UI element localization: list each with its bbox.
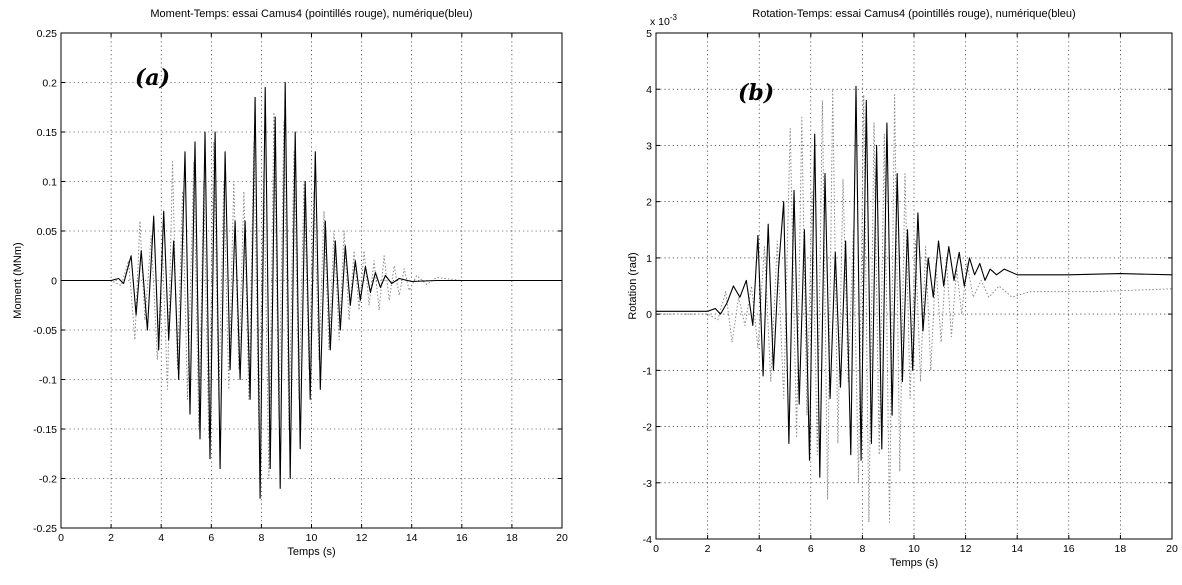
y-axis-label-b: Rotation (rad) bbox=[627, 252, 639, 319]
chart-moment-temps: 0 2 4 6 8 10 12 14 16 18 20 -0.25 -0.2 -0.15 -0.1 -0.05… bbox=[12, 8, 568, 558]
y-axis-multiplier: x 10-3 bbox=[650, 13, 678, 28]
x-tick-label-a: 0 bbox=[58, 532, 64, 544]
y-tick-label-b: -4 bbox=[643, 534, 652, 546]
x-tick-label-a: 8 bbox=[258, 532, 264, 544]
y-tick-label-a: 0.25 bbox=[37, 28, 58, 40]
series-line-numerical-b bbox=[656, 85, 1173, 478]
x-tick-label-b: 16 bbox=[1063, 543, 1075, 555]
x-tick-label-b: 12 bbox=[960, 543, 972, 555]
y-tick-label-a: -0.15 bbox=[33, 424, 57, 436]
grid-a bbox=[61, 33, 562, 528]
x-tick-label-b: 10 bbox=[908, 543, 920, 555]
y-tick-label-b: 1 bbox=[646, 253, 652, 265]
chart-title-a: Moment-Temps: essai Camus4 (pointillés r… bbox=[150, 8, 472, 20]
x-tick-label-a: 2 bbox=[108, 532, 114, 544]
x-axis-label-a: Temps (s) bbox=[287, 546, 335, 558]
y-tick-label-a: 0.2 bbox=[42, 78, 57, 90]
x-tick-label-a: 4 bbox=[158, 532, 164, 544]
x-tick-label-a: 16 bbox=[456, 532, 468, 544]
x-tick-label-b: 8 bbox=[859, 543, 865, 555]
panel-tag-a: (a) bbox=[135, 65, 170, 91]
y-axis-multiplier-base: x 10 bbox=[650, 16, 670, 28]
y-tick-label-b: 3 bbox=[646, 140, 652, 152]
panel-tag-b: (b) bbox=[738, 80, 774, 106]
x-tick-label-b: 2 bbox=[705, 543, 711, 555]
x-axis-label-b: Temps (s) bbox=[890, 557, 938, 569]
y-tick-label-a: 0.05 bbox=[37, 226, 58, 238]
y-tick-label-a: -0.1 bbox=[39, 375, 57, 387]
x-tick-label-b: 14 bbox=[1011, 543, 1023, 555]
x-tick-label-b: 4 bbox=[756, 543, 762, 555]
y-tick-label-a: 0 bbox=[51, 276, 57, 288]
x-tick-label-b: 18 bbox=[1115, 543, 1127, 555]
y-tick-label-a: -0.2 bbox=[39, 474, 57, 486]
y-tick-label-b: -3 bbox=[643, 478, 652, 490]
ticks-a: 0 2 4 6 8 10 12 14 16 18 20 -0.25 -0.2 -0.15 -0.1 -0.05… bbox=[33, 28, 568, 544]
y-tick-label-a: 0.1 bbox=[42, 177, 57, 189]
series-layer-b bbox=[656, 85, 1173, 523]
x-tick-label-a: 6 bbox=[208, 532, 214, 544]
y-tick-label-a: -0.25 bbox=[33, 523, 57, 535]
y-tick-label-b: 2 bbox=[646, 197, 652, 209]
chart-title-b: Rotation-Temps: essai Camus4 (pointillés… bbox=[752, 8, 1075, 20]
x-tick-label-a: 10 bbox=[306, 532, 318, 544]
x-tick-label-a: 14 bbox=[406, 532, 418, 544]
y-tick-label-a: -0.05 bbox=[33, 325, 57, 337]
x-tick-label-a: 20 bbox=[556, 532, 568, 544]
series-line-experimental-a bbox=[61, 111, 562, 479]
x-tick-label-a: 18 bbox=[506, 532, 518, 544]
y-tick-label-a: 0.15 bbox=[37, 127, 58, 139]
y-tick-label-b: 0 bbox=[646, 309, 652, 321]
y-tick-label-b: 4 bbox=[646, 84, 652, 96]
y-tick-label-b: -2 bbox=[643, 422, 652, 434]
x-tick-label-a: 12 bbox=[356, 532, 368, 544]
x-tick-label-b: 0 bbox=[653, 543, 659, 555]
series-line-numerical-a bbox=[61, 81, 562, 499]
y-tick-label-b: 5 bbox=[646, 28, 652, 40]
y-axis-multiplier-exponent: -3 bbox=[670, 13, 678, 22]
series-layer-a bbox=[61, 81, 562, 499]
grid-b bbox=[656, 33, 1172, 539]
y-axis-label-a: Moment (MNm) bbox=[12, 242, 24, 318]
x-tick-label-b: 20 bbox=[1166, 543, 1178, 555]
y-tick-label-b: -1 bbox=[643, 365, 652, 377]
x-tick-label-b: 6 bbox=[808, 543, 814, 555]
